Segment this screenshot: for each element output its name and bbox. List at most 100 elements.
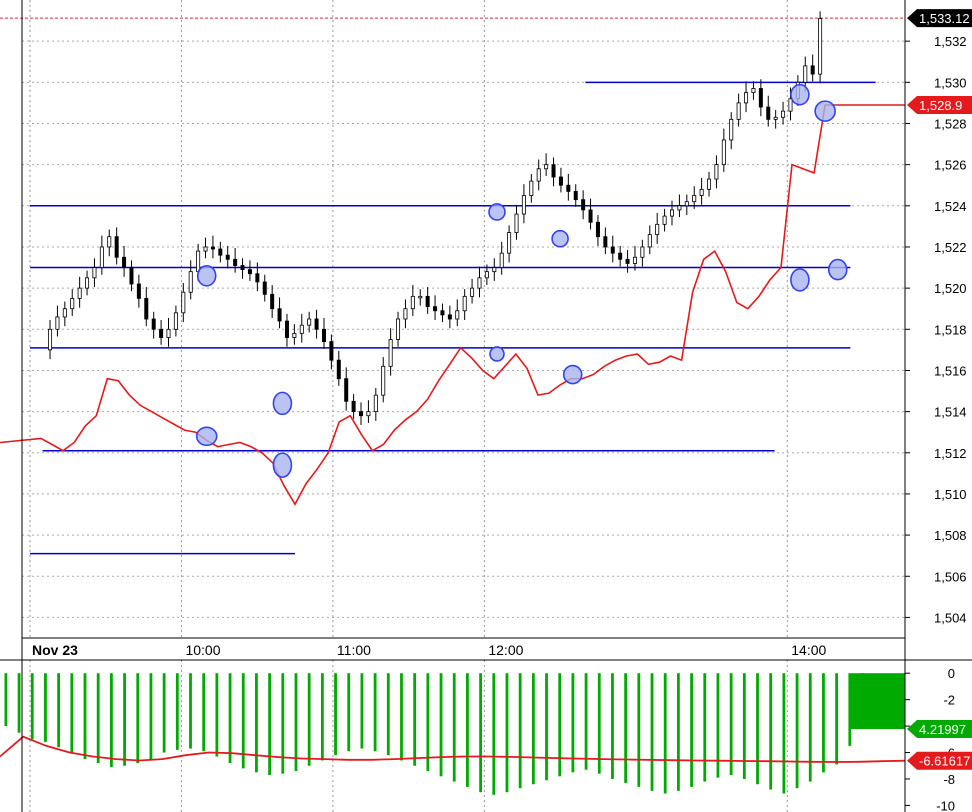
candle-body [499, 252, 504, 268]
histogram-bar [822, 673, 825, 773]
candle-body [410, 295, 415, 310]
candle-body [92, 267, 97, 279]
red-price-line [0, 104, 905, 506]
candle-body [203, 246, 208, 252]
candle-body [373, 394, 378, 413]
value-tags: 1,533.12 1,528.9 4.21997 -6.61617 [907, 9, 972, 770]
candle-body [558, 176, 563, 186]
y-tick-label: 1,518 [934, 322, 967, 337]
histogram-bar [452, 673, 456, 782]
histogram-bar [782, 673, 786, 794]
candle-body [529, 180, 534, 196]
histogram-bar [30, 673, 34, 740]
circle-marker [272, 452, 293, 478]
candle-body [336, 359, 341, 380]
candle-body [647, 234, 652, 248]
red-line-series [0, 104, 905, 506]
histogram-bar [756, 673, 759, 785]
candle-body [588, 209, 593, 223]
candle-body [173, 312, 178, 330]
histogram-bar [650, 673, 654, 791]
candle-body [255, 273, 260, 283]
y-tick-label: 1,514 [934, 405, 967, 420]
candle-body [85, 277, 90, 289]
histogram-bar [518, 673, 522, 789]
candle-body [655, 223, 660, 236]
candle-body [321, 328, 326, 343]
candle-body [507, 232, 512, 254]
candle-body [188, 271, 193, 293]
candle-body [492, 267, 497, 273]
candle-body [99, 246, 104, 268]
histogram-bar [320, 673, 324, 761]
candle-body [721, 139, 726, 166]
value-tag-label: 4.21997 [919, 722, 966, 737]
histogram-bar [558, 673, 562, 777]
histogram-bar [44, 673, 47, 742]
histogram-bar [426, 673, 430, 772]
candle-body [640, 246, 645, 258]
histogram-bar [70, 673, 74, 753]
histogram-bar [742, 673, 746, 779]
histogram-bar [228, 673, 232, 764]
histogram-bar [189, 673, 192, 749]
histogram-bar [584, 673, 588, 770]
candle-body [107, 236, 112, 248]
histogram-bar [202, 673, 206, 752]
candle-body [77, 287, 82, 299]
histogram-bar [17, 673, 21, 733]
candle-body [462, 295, 467, 312]
candle-body [159, 328, 164, 338]
candle-body [714, 164, 719, 180]
candle-body [595, 221, 600, 238]
candle-body [136, 283, 141, 299]
candle-body [625, 258, 630, 264]
candle-body [166, 328, 171, 338]
histogram-bar [373, 673, 377, 752]
candle-body [307, 318, 312, 326]
candle-body [48, 328, 53, 351]
histogram-bar [136, 673, 140, 764]
histogram-bar [241, 673, 245, 769]
candle-body [366, 411, 371, 417]
indicator-axis-ticks: 0-2-4-6-8-10 [905, 666, 955, 812]
candle-body [440, 310, 445, 316]
y-tick-label: 1,506 [934, 569, 967, 584]
candle-body [270, 293, 275, 310]
y-tick-label: 1,508 [934, 528, 967, 543]
circle-marker [551, 229, 569, 248]
value-tag-label: -6.61617 [919, 754, 970, 769]
histogram-bar [851, 673, 905, 729]
candle-body [262, 281, 267, 295]
circle-marker [272, 391, 293, 416]
price-axis-ticks: 1,504 1,506 1,508 1,510 1,512 1,514 1,516 1,518… [905, 34, 967, 625]
candle-body [433, 306, 438, 312]
histogram-bar [96, 673, 100, 764]
candle-body [470, 287, 475, 297]
candle-body [381, 365, 386, 396]
circle-marker [790, 83, 810, 106]
candle-body [151, 318, 156, 330]
candle-body [603, 236, 608, 248]
circle-marker [196, 264, 217, 287]
candle-body [766, 106, 771, 120]
histogram-bar [531, 673, 535, 785]
histogram-bar [413, 673, 417, 766]
candle-body [684, 201, 689, 207]
candle-body [144, 298, 149, 320]
candle-body [129, 267, 134, 285]
candle-body [484, 271, 489, 279]
histogram-bar [492, 673, 496, 795]
candle-body [536, 168, 541, 182]
indicator-tick-label: 0 [948, 666, 955, 681]
histogram-bar [848, 673, 852, 746]
histogram-bar [479, 673, 482, 793]
indicator-tick-label: -8 [943, 772, 955, 787]
y-tick-label: 1,528 [934, 116, 967, 131]
histogram-bar [400, 673, 403, 761]
histogram-bar [676, 673, 680, 791]
candle-body [122, 256, 127, 268]
histogram-bar [4, 673, 8, 727]
indicator-histogram [4, 673, 905, 795]
indicator-signal-line [0, 735, 906, 763]
